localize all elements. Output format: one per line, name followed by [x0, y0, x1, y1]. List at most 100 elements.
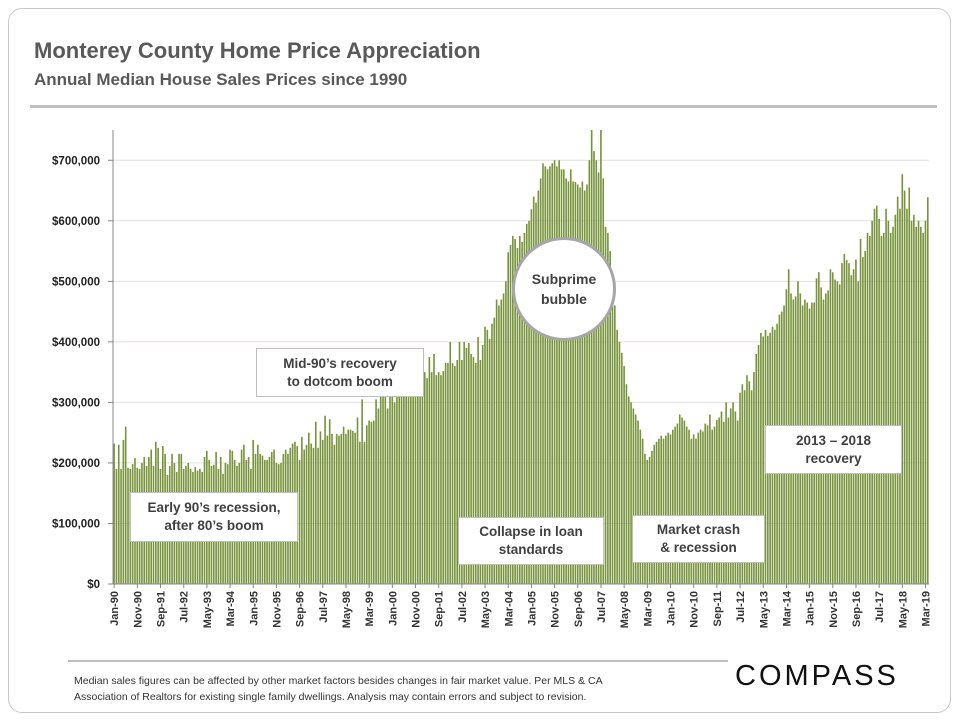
bar: [403, 384, 405, 584]
bar: [727, 417, 730, 584]
bar: [314, 421, 317, 584]
x-tick-label: May-93: [202, 591, 214, 628]
footer-line: Association of Realtors for existing sin…: [74, 691, 587, 703]
bar: [757, 344, 760, 584]
bar: [423, 372, 426, 584]
annotation-subprime-bubble: Subprime bubble: [512, 237, 616, 341]
bar: [324, 415, 326, 584]
bar: [400, 390, 403, 584]
annotation-text: Market crash: [656, 522, 741, 537]
bar: [551, 163, 554, 584]
bar: [521, 241, 523, 584]
bar: [338, 435, 340, 584]
bar: [713, 426, 716, 584]
bar: [667, 432, 669, 584]
chart-title: Monterey County Home Price Appreciation: [34, 38, 481, 63]
bar: [416, 381, 419, 584]
bar: [711, 429, 714, 584]
chart-subtitle: Annual Median House Sales Prices since 1…: [34, 70, 408, 89]
footer-line: Median sales figures can be affected by …: [74, 675, 603, 687]
bar: [379, 393, 382, 584]
bar: [437, 372, 440, 584]
bar: [384, 384, 387, 584]
bar: [407, 390, 410, 584]
bar: [609, 251, 612, 585]
bar: [377, 408, 380, 584]
bar: [878, 218, 880, 584]
annotation-text: Subprime: [531, 271, 597, 287]
bar: [639, 429, 642, 584]
bar: [312, 447, 315, 584]
y-tick-label: $400,000: [52, 337, 100, 349]
bar: [637, 420, 639, 584]
bar: [620, 352, 623, 584]
bar: [697, 432, 700, 584]
bar: [458, 341, 461, 584]
bar: [880, 235, 883, 584]
bar: [595, 160, 598, 584]
bar: [593, 151, 595, 585]
bar: [627, 396, 630, 584]
bar: [692, 434, 695, 584]
bar: [365, 425, 368, 584]
bar: [762, 336, 765, 584]
bar: [630, 402, 632, 584]
bar: [440, 375, 442, 584]
bar: [616, 329, 618, 584]
bar: [481, 344, 484, 584]
bar: [345, 433, 347, 584]
x-tick-label: Nov-15: [828, 591, 840, 628]
bar: [444, 363, 447, 584]
bar: [602, 178, 605, 584]
bar: [303, 449, 306, 584]
bar: [372, 420, 375, 584]
bar: [546, 169, 549, 584]
bar: [396, 384, 398, 584]
bar: [535, 202, 537, 584]
bar: [495, 299, 498, 584]
bar: [653, 444, 656, 584]
bar: [741, 384, 744, 584]
y-tick-label: $100,000: [52, 518, 100, 530]
slide-frame: [8, 8, 951, 713]
bar: [301, 436, 303, 584]
y-tick-label: $200,000: [52, 458, 100, 470]
bar: [906, 208, 908, 584]
annotation-text: Collapse in loan: [479, 524, 583, 539]
bar: [734, 411, 737, 584]
bar: [124, 426, 127, 584]
bar: [530, 209, 533, 585]
bar: [375, 399, 377, 584]
bar: [467, 343, 470, 584]
annotation-mid-90s: Mid-90’s recovery to dotcom boom: [256, 348, 424, 397]
y-tick-label: $500,000: [52, 276, 100, 288]
x-tick-label: Jan-90: [109, 591, 121, 626]
bar: [505, 281, 507, 584]
bar: [843, 254, 846, 585]
bar: [926, 197, 929, 584]
x-tick-label: May-13: [758, 591, 770, 628]
bar: [676, 423, 679, 584]
bar: [484, 326, 486, 584]
bar: [574, 182, 577, 585]
bar: [382, 396, 384, 584]
bar: [317, 447, 319, 584]
bar: [321, 439, 324, 584]
x-tick-label: Nov-90: [132, 591, 144, 628]
x-tick-label: Nov-05: [550, 591, 562, 628]
bar: [674, 426, 676, 584]
bar: [359, 441, 361, 584]
bar: [581, 181, 584, 584]
bar: [361, 399, 363, 584]
bar: [537, 190, 540, 585]
bar: [412, 390, 414, 584]
bar: [618, 341, 621, 584]
compass-logo: COMPASS: [735, 660, 899, 692]
bar: [430, 372, 433, 584]
bar: [389, 396, 391, 584]
bar: [623, 366, 625, 584]
bar: [688, 429, 690, 584]
bar: [862, 257, 864, 584]
bar: [391, 393, 394, 584]
bar: [729, 408, 732, 584]
